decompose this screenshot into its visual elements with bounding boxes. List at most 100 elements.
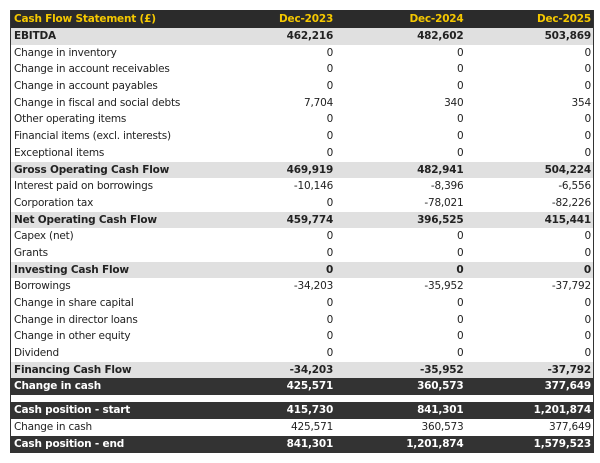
table-row: Corporation tax 0 -78,021 -82,226	[11, 195, 593, 212]
cell-value: 841,301	[286, 437, 334, 450]
cell-value: 425,571	[291, 420, 334, 433]
row-label: Grants	[14, 246, 48, 259]
cell-value: 0	[584, 46, 592, 59]
table-row: Other operating items 0 0 0	[11, 111, 593, 128]
cell-value: 377,649	[544, 380, 592, 393]
table-title: Cash Flow Statement (£)	[14, 13, 156, 25]
cell-value: 0	[584, 146, 592, 159]
cell-value: 0	[584, 230, 592, 243]
row-label: Change in other equity	[14, 330, 131, 343]
row-label: Capex (net)	[14, 230, 74, 243]
cell-value: 0	[584, 113, 592, 126]
cell-value: 0	[326, 196, 334, 209]
cell-value: 360,573	[421, 420, 464, 433]
cell-value: 504,224	[544, 163, 592, 176]
table-row: Capex (net) 0 0 0	[11, 228, 593, 245]
cell-value: 0	[457, 63, 464, 76]
cell-value: 0	[584, 313, 592, 326]
cell-value: 0	[326, 130, 334, 143]
column-header: Dec-2024	[409, 13, 464, 25]
table-row: Grants 0 0 0	[11, 245, 593, 262]
cell-value: 0	[457, 113, 464, 126]
cell-value: 0	[457, 297, 464, 309]
column-header: Dec-2023	[279, 13, 334, 25]
table-row: Change in other equity 0 0 0	[11, 328, 593, 345]
table-row: Change in account payables 0 0 0	[11, 78, 593, 95]
table-row: Change in inventory 0 0 0	[11, 45, 593, 62]
cell-value: 0	[457, 347, 464, 360]
row-label: Investing Cash Flow	[14, 263, 129, 276]
cell-value: 0	[326, 80, 334, 93]
row-label: Change in account receivables	[14, 63, 170, 76]
cell-value: 0	[584, 246, 592, 259]
cell-value: -34,203	[289, 363, 334, 376]
row-label: Financing Cash Flow	[14, 363, 132, 376]
row-label: Interest paid on borrowings	[14, 180, 153, 193]
cell-value: 0	[326, 347, 334, 360]
cell-value: -6,556	[558, 180, 591, 193]
cell-value: -34,203	[293, 280, 334, 293]
row-label: Change in share capital	[14, 297, 134, 309]
row-label: Change in cash	[14, 380, 101, 393]
table-row: Cash position - start 415,730 841,301 1,201…	[11, 402, 593, 419]
cell-value: 482,602	[417, 30, 464, 42]
cell-value: 0	[326, 330, 334, 343]
cell-value: 0	[583, 263, 591, 276]
table-row: Financial items (excl. interests) 0 0 0	[11, 128, 593, 145]
cell-value: -37,792	[547, 363, 592, 376]
cell-value: 462,216	[286, 30, 334, 42]
table-row: Interest paid on borrowings -10,146 -8,396…	[11, 178, 593, 195]
row-label: EBITDA	[14, 30, 56, 42]
cell-value: 396,525	[417, 213, 464, 226]
cell-value: 0	[584, 130, 592, 143]
table-row: Financing Cash Flow -34,203 -35,952 -37,792	[11, 361, 593, 379]
cell-value: 0	[584, 80, 592, 93]
table-row: Change in fiscal and social debts 7,704 34…	[11, 95, 593, 112]
cell-value: -35,952	[424, 280, 464, 293]
cell-value: -8,396	[430, 180, 464, 193]
cell-value: 377,649	[548, 420, 591, 433]
row-label: Net Operating Cash Flow	[14, 213, 157, 226]
row-label: Change in account payables	[14, 80, 158, 93]
cell-value: 0	[326, 46, 334, 59]
cell-value: 469,919	[286, 163, 334, 176]
row-label: Exceptional items	[14, 146, 105, 159]
cell-value: 340	[444, 96, 464, 109]
cell-value: 425,571	[286, 380, 334, 393]
row-label: Gross Operating Cash Flow	[14, 163, 170, 176]
table-row: Exceptional items 0 0 0	[11, 145, 593, 162]
section-gap	[10, 395, 594, 403]
table-header: Cash Flow Statement (£) Dec-2023 Dec-202…	[11, 10, 593, 28]
cell-value: 0	[326, 313, 334, 326]
cell-value: 360,573	[417, 380, 464, 393]
row-label: Change in inventory	[14, 46, 117, 59]
cell-value: 482,941	[417, 163, 464, 176]
cell-value: 415,730	[286, 404, 334, 417]
row-label: Cash position - end	[14, 437, 125, 450]
cell-value: 0	[584, 297, 592, 309]
row-label: Other operating items	[14, 113, 127, 126]
cell-value: 1,201,874	[406, 437, 464, 450]
table-row: Borrowings -34,203 -35,952 -37,792	[11, 278, 593, 295]
row-label: Change in director loans	[14, 313, 138, 326]
cell-value: 0	[326, 113, 334, 126]
cell-value: 0	[326, 146, 334, 159]
table-row: Change in cash 425,571 360,573 377,649	[11, 419, 593, 436]
cell-value: 0	[457, 313, 464, 326]
cell-value: 415,441	[544, 213, 592, 226]
cell-value: 1,579,523	[533, 437, 592, 450]
cell-value: 0	[584, 330, 592, 343]
cell-value: 503,869	[544, 30, 592, 42]
cell-value: 1,201,874	[533, 404, 592, 417]
cell-value: 0	[457, 246, 464, 259]
cell-value: -78,021	[424, 196, 464, 209]
row-label: Financial items (excl. interests)	[14, 130, 171, 143]
cell-value: -82,226	[551, 196, 591, 209]
table-row: Change in cash 425,571 360,573 377,649	[11, 378, 593, 396]
cell-value: 0	[457, 46, 464, 59]
table-row: Change in share capital 0 0 0	[11, 295, 593, 312]
table-row: Dividend 0 0 0	[11, 345, 593, 362]
table-row: Gross Operating Cash Flow 469,919 482,941 5…	[11, 161, 593, 179]
cell-value: 354	[571, 96, 592, 109]
cell-value: 0	[326, 246, 334, 259]
